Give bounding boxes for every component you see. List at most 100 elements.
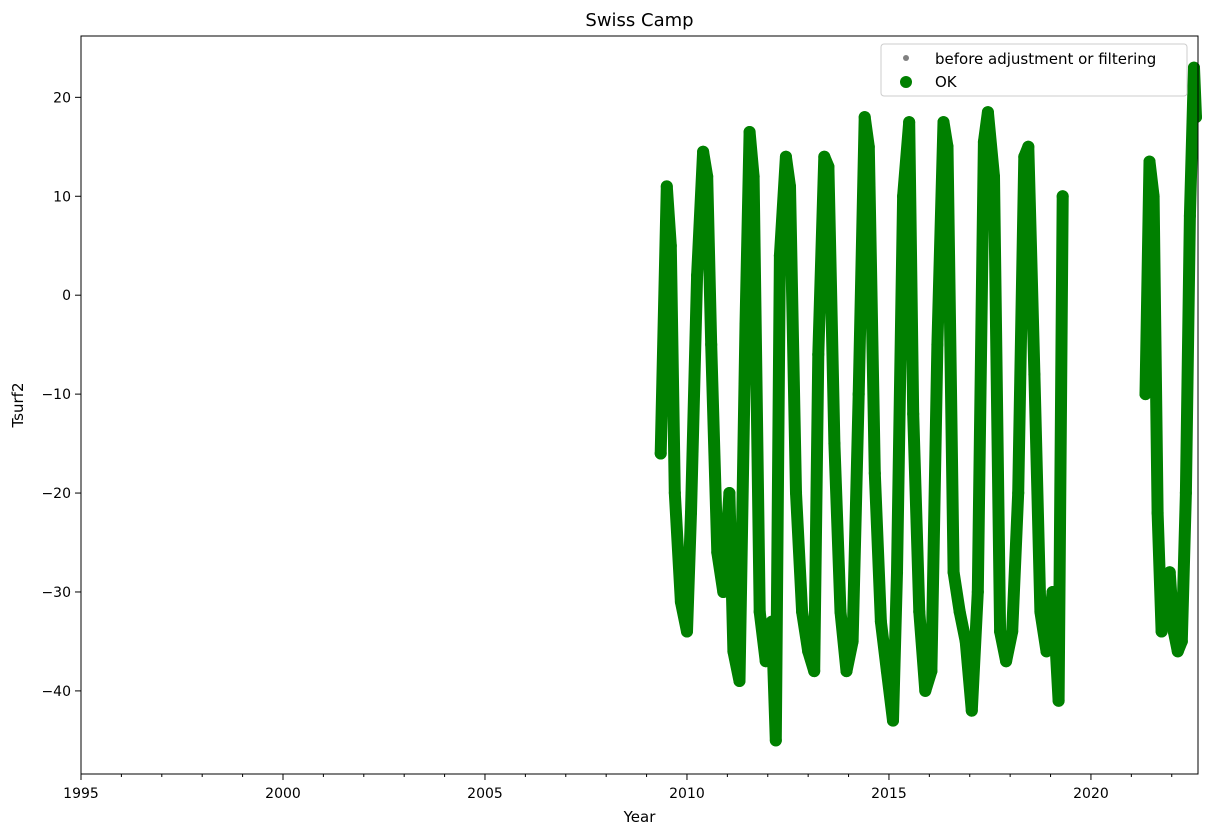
legend-box <box>880 43 1188 97</box>
ok-point <box>1022 140 1035 153</box>
ok-point <box>834 605 847 618</box>
ok-point <box>937 116 950 129</box>
ok-point <box>913 605 926 618</box>
x-tick-label-2020: 2020 <box>1073 786 1109 802</box>
ok-point <box>759 655 772 668</box>
ok-point <box>701 170 714 183</box>
legend-label-ok: OK <box>935 73 958 91</box>
ok-point <box>947 566 960 579</box>
x-tick-label-2010: 2010 <box>669 786 705 802</box>
y-tick-label--20: −20 <box>41 486 71 502</box>
x-tick-label-2005: 2005 <box>467 786 503 802</box>
chart-title: Swiss Camp <box>585 10 693 31</box>
ok-point <box>1147 190 1160 203</box>
y-axis: −40 −30 −20 −10 0 10 20 <box>41 90 81 700</box>
ok-point <box>660 180 673 193</box>
y-tick-label--40: −40 <box>41 684 71 700</box>
ok-point <box>674 595 687 608</box>
ok-point <box>697 145 710 158</box>
ok-point <box>1171 645 1184 658</box>
ok-point <box>840 665 853 678</box>
ok-point <box>723 487 736 500</box>
ok-point <box>802 645 815 658</box>
ok-point <box>931 338 944 351</box>
ok-point <box>1034 605 1047 618</box>
ok-point <box>1139 388 1152 401</box>
ok-point <box>664 239 677 252</box>
ok-point <box>907 407 920 420</box>
ok-point <box>1189 111 1202 124</box>
ok-point <box>965 704 978 717</box>
y-tick-label--30: −30 <box>41 585 71 601</box>
ok-point <box>903 116 916 129</box>
ok-point <box>680 625 693 638</box>
ok-point <box>886 714 899 727</box>
ok-point <box>1167 625 1180 638</box>
ok-point <box>733 675 746 688</box>
ok-point <box>880 665 893 678</box>
ok-point <box>862 140 875 153</box>
ok-point <box>1046 585 1059 598</box>
ok-point <box>769 734 782 747</box>
ok-point <box>818 150 831 163</box>
ok-point <box>828 437 841 450</box>
ok-point <box>743 125 756 138</box>
ok-point <box>1183 210 1196 223</box>
ok-point <box>727 645 740 658</box>
ok-point <box>1056 190 1069 203</box>
plot-frame <box>80 35 1199 775</box>
ok-point <box>977 135 990 148</box>
ok-point <box>753 605 766 618</box>
ok-point <box>1143 155 1156 168</box>
ok-point <box>1159 585 1172 598</box>
ok-point <box>1179 487 1192 500</box>
ok-point <box>1012 487 1025 500</box>
y-tick-label-10: 10 <box>53 189 71 205</box>
legend-marker-before <box>903 55 909 61</box>
legend: before adjustment or filtering OK <box>880 43 1188 97</box>
x-tick-label-2000: 2000 <box>265 786 301 802</box>
y-tick-label-20: 20 <box>53 90 71 106</box>
ok-point <box>987 170 1000 183</box>
legend-marker-ok <box>900 76 912 88</box>
ok-point <box>783 180 796 193</box>
ok-point <box>773 249 786 262</box>
ok-point <box>1052 694 1065 707</box>
ok-point <box>654 447 667 460</box>
ok-point <box>953 605 966 618</box>
ok-point <box>897 190 910 203</box>
y-tick-label-0: 0 <box>62 288 71 304</box>
ok-point <box>1040 645 1053 658</box>
ok-point <box>994 625 1007 638</box>
data-layer <box>654 61 1202 747</box>
ok-point <box>925 665 938 678</box>
x-axis-label: Year <box>623 808 657 826</box>
ok-point <box>685 506 698 519</box>
ok-point <box>1151 506 1164 519</box>
x-tick-label-1995: 1995 <box>63 786 99 802</box>
ok-point <box>808 665 821 678</box>
ok-point <box>711 546 724 559</box>
y-tick-label--10: −10 <box>41 387 71 403</box>
ok-point <box>790 487 803 500</box>
ok-point <box>1000 655 1013 668</box>
ok-point <box>1028 368 1041 381</box>
ok-point <box>891 566 904 579</box>
ok-series-trace <box>1139 61 1202 658</box>
ok-series-segment-0 <box>654 106 1069 747</box>
ok-point <box>1175 635 1188 648</box>
ok-point <box>668 487 681 500</box>
ok-point <box>919 684 932 697</box>
ok-point <box>822 160 835 173</box>
ok-point <box>858 111 871 124</box>
ok-point <box>846 635 859 648</box>
ok-point <box>765 615 778 628</box>
ok-point <box>705 338 718 351</box>
legend-label-before: before adjustment or filtering <box>935 50 1156 68</box>
ok-point <box>852 388 865 401</box>
ok-point <box>691 269 704 282</box>
ok-series-trace <box>654 106 1069 747</box>
x-tick-label-2015: 2015 <box>871 786 907 802</box>
ok-point <box>1155 625 1168 638</box>
